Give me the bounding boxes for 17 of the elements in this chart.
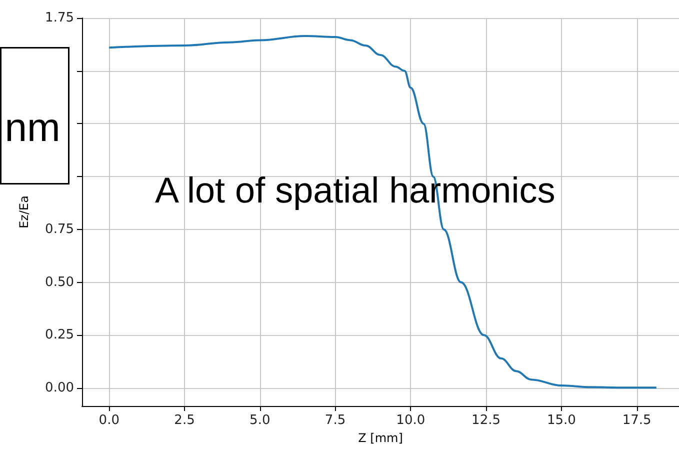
x-tick-label: 0.0 xyxy=(98,413,120,428)
y-tick-label: 0.25 xyxy=(45,328,74,343)
x-tick-label: 12.5 xyxy=(472,413,501,428)
x-tick-label: 17.5 xyxy=(622,413,652,428)
y-tick-label: 0.50 xyxy=(45,274,74,290)
text: nm xyxy=(4,106,60,150)
y-tick-label: 1.75 xyxy=(45,10,74,26)
x-tick-label: 7.5 xyxy=(324,413,346,428)
x-tick-label: 10.0 xyxy=(396,413,426,428)
y-axis-title: Ez/Ea xyxy=(17,196,31,228)
x-tick-label: 5.0 xyxy=(250,413,270,428)
x-axis-title: Z [mm] xyxy=(358,430,403,445)
x-tick-label: 2.5 xyxy=(174,413,195,428)
line-series xyxy=(108,34,658,389)
x-tick-label: 15.0 xyxy=(546,413,576,428)
y-tick-label: 0.00 xyxy=(45,380,74,396)
y-tick-label: 0.75 xyxy=(45,222,74,237)
